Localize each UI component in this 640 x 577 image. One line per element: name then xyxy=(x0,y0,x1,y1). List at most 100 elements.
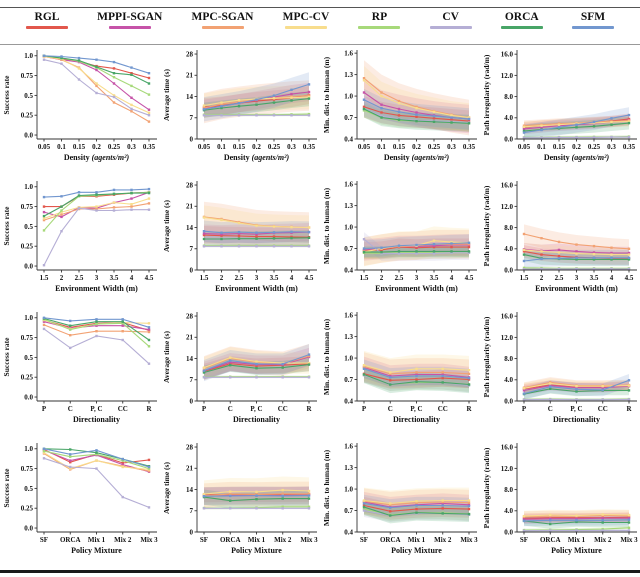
marker-mpc-sgan xyxy=(575,243,578,246)
band-mpc-sgan xyxy=(524,224,629,259)
marker-mpc-sgan xyxy=(202,106,206,110)
y-tick-label: 1.3 xyxy=(344,333,353,341)
marker-mppi-sgan xyxy=(432,244,436,247)
x-tick-label: R xyxy=(626,405,632,413)
marker-mpc-sgan xyxy=(467,243,471,246)
chart-r3c2: 0 7 14 21 28 P C P, C CC R Average time (s) Directi… xyxy=(162,312,317,424)
marker-rp xyxy=(69,455,72,458)
chart-cell-r1c4: 0.0 4.0 8.0 12.0 16.0 0.05 0.1 0.15 0.2 0.25 0.3 0.… xyxy=(480,47,640,178)
x-tick-label: ORCA xyxy=(540,536,561,544)
marker-sfm xyxy=(237,230,241,234)
series-lines xyxy=(42,447,151,509)
y-tick-label: 14 xyxy=(186,486,194,494)
y-tick-label: 14 xyxy=(186,355,194,363)
legend-label: ORCA xyxy=(504,11,539,23)
marker-rp xyxy=(69,328,72,331)
marker-mppi-sgan xyxy=(42,320,46,323)
marker-mpc-cv xyxy=(362,499,366,502)
marker-sfm xyxy=(575,388,578,391)
y-tick-label: 7 xyxy=(190,507,194,515)
legend-item-cv: CV xyxy=(429,11,472,29)
marker-mppi-sgan xyxy=(549,517,552,520)
marker-mpc-cv xyxy=(397,102,401,105)
marker-mpc-cv xyxy=(610,120,613,124)
marker-orca xyxy=(95,451,98,454)
marker-sfm xyxy=(130,66,133,69)
marker-sfm xyxy=(592,256,596,259)
marker-rgl xyxy=(42,205,46,208)
line-cv xyxy=(43,457,150,508)
marker-mpc-cv xyxy=(95,82,98,85)
marker-sfm xyxy=(592,120,596,124)
marker-mpc-cv xyxy=(627,120,631,123)
top-rule xyxy=(0,7,640,8)
y-tick-label: 1.3 xyxy=(344,202,353,210)
marker-mpc-cv xyxy=(432,110,436,113)
marker-mpc-cv xyxy=(441,367,444,370)
marker-sfm xyxy=(95,191,98,194)
marker-sfm xyxy=(627,113,631,117)
marker-cv xyxy=(450,251,453,254)
marker-mpc-cv xyxy=(42,217,46,220)
x-tick-label: 0.1 xyxy=(537,143,546,151)
marker-sfm xyxy=(95,58,98,61)
y-tick-label: 1.0 xyxy=(24,52,33,60)
marker-mppi-sgan xyxy=(380,103,383,106)
marker-sfm xyxy=(389,376,392,379)
marker-orca xyxy=(380,250,383,254)
marker-cv xyxy=(290,114,293,117)
x-tick-label: 1.5 xyxy=(520,274,529,282)
marker-rp xyxy=(121,459,124,462)
marker-orca xyxy=(77,59,81,62)
marker-orca xyxy=(147,191,151,195)
marker-orca xyxy=(627,521,631,524)
marker-cv xyxy=(362,509,366,512)
series-lines xyxy=(362,238,471,255)
marker-sfm xyxy=(432,243,436,246)
y-tick-label: 1.6 xyxy=(344,443,353,451)
marker-orca xyxy=(121,320,124,323)
x-tick-label: P, C xyxy=(570,405,582,413)
marker-cv xyxy=(540,136,543,139)
marker-mpc-sgan xyxy=(112,101,116,104)
marker-mpc-cv xyxy=(549,382,552,385)
marker-cv xyxy=(77,78,81,81)
marker-cv xyxy=(130,208,133,211)
marker-orca xyxy=(592,258,596,261)
x-tick-label: C xyxy=(68,405,73,413)
series-lines xyxy=(362,77,471,125)
x-tick-label: 0.2 xyxy=(412,143,421,151)
x-tick-label: Mix 3 xyxy=(300,536,318,544)
y-tick-label: 1.0 xyxy=(344,354,353,362)
legend-color-line xyxy=(284,26,327,29)
marker-sfm xyxy=(130,188,133,192)
marker-orca xyxy=(467,122,471,125)
marker-mpc-sgan xyxy=(441,371,444,374)
marker-rp xyxy=(362,507,366,511)
marker-rgl xyxy=(467,119,471,123)
legend-label: MPPI-SGAN xyxy=(97,11,163,23)
marker-mpc-cv xyxy=(220,218,223,222)
marker-cv xyxy=(522,398,526,401)
marker-mpc-cv xyxy=(255,360,258,363)
marker-mppi-sgan xyxy=(522,127,526,131)
marker-orca xyxy=(549,522,552,526)
marker-mpc-sgan xyxy=(95,330,98,333)
marker-sfm xyxy=(467,241,471,244)
marker-rgl xyxy=(290,235,293,239)
chart-cell-r3c2: 0 7 14 21 28 P C P, C CC R Average time (s) Directi… xyxy=(160,309,320,440)
marker-mppi-sgan xyxy=(95,68,98,72)
marker-sfm xyxy=(522,392,526,395)
marker-orca xyxy=(69,448,72,451)
chart-r4c3: 0.4 0.7 1.0 1.3 1.6 SF ORCA Mix 1 Mix 2 Mix 3 Min.… xyxy=(322,443,478,555)
marker-orca xyxy=(255,103,258,106)
x-tick-label: 0.1 xyxy=(57,143,66,151)
marker-mpc-cv xyxy=(522,125,526,128)
marker-sfm xyxy=(202,230,206,233)
x-tick-label: 0.2 xyxy=(92,143,101,151)
marker-cv xyxy=(77,207,81,210)
marker-rgl xyxy=(272,235,276,238)
marker-cv xyxy=(237,114,241,117)
x-tick-label: P, C xyxy=(250,405,262,413)
